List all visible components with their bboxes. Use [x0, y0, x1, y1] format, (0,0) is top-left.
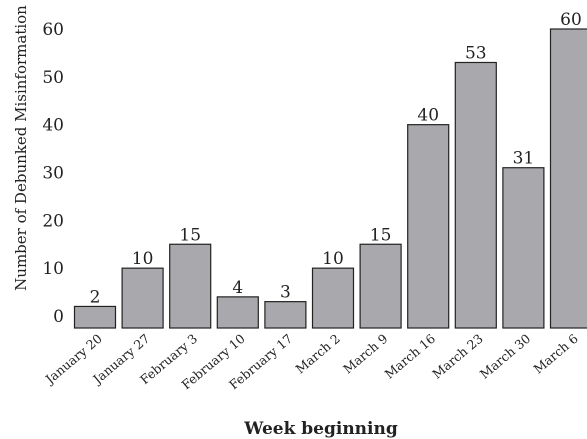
- bar: [359, 243, 402, 329]
- bar: [407, 124, 450, 329]
- y-tick-label: 40: [42, 116, 64, 136]
- bar-data-label: 60: [560, 10, 582, 30]
- bar-data-label: 10: [132, 249, 154, 269]
- y-tick-labels: 0 10 20 30 40 50 60: [42, 20, 64, 327]
- x-tick-label: March 16: [382, 331, 439, 382]
- bar-data-label: 53: [465, 43, 487, 63]
- bar: [216, 296, 259, 329]
- bar: [502, 167, 545, 329]
- x-tick-label: March 2: [293, 331, 343, 377]
- bar: [121, 267, 164, 329]
- y-tick-label: 0: [53, 307, 64, 327]
- x-tick-label: March 6: [531, 331, 581, 377]
- bar-data-label: 4: [232, 278, 243, 298]
- bar: [73, 305, 117, 329]
- bar-data-label: 10: [322, 249, 344, 269]
- data-labels: 2 10 15 4 3 10 15 40 53 31 60: [90, 10, 582, 307]
- x-tick-label: March 23: [429, 331, 486, 382]
- x-tick-label: March 30: [477, 331, 534, 382]
- bar-data-label: 15: [370, 225, 392, 245]
- bars: [73, 28, 587, 329]
- y-tick-label: 20: [42, 211, 64, 231]
- bar: [311, 267, 355, 329]
- bar: [264, 301, 307, 329]
- bar-data-label: 40: [417, 106, 439, 126]
- bar-data-label: 15: [179, 225, 201, 245]
- bar-data-label: 3: [280, 283, 291, 303]
- bar: [549, 28, 587, 329]
- y-tick-label: 10: [42, 259, 64, 279]
- bar-data-label: 31: [513, 149, 535, 169]
- y-tick-label: 60: [42, 20, 64, 40]
- y-tick-label: 30: [42, 164, 64, 184]
- bar: [454, 61, 497, 329]
- y-tick-label: 50: [42, 68, 64, 88]
- bar: [169, 243, 212, 329]
- x-axis-title: Week beginning: [243, 419, 398, 439]
- bar-data-label: 2: [90, 287, 101, 307]
- y-axis-title: Number of Debunked Misinformation: [12, 5, 30, 291]
